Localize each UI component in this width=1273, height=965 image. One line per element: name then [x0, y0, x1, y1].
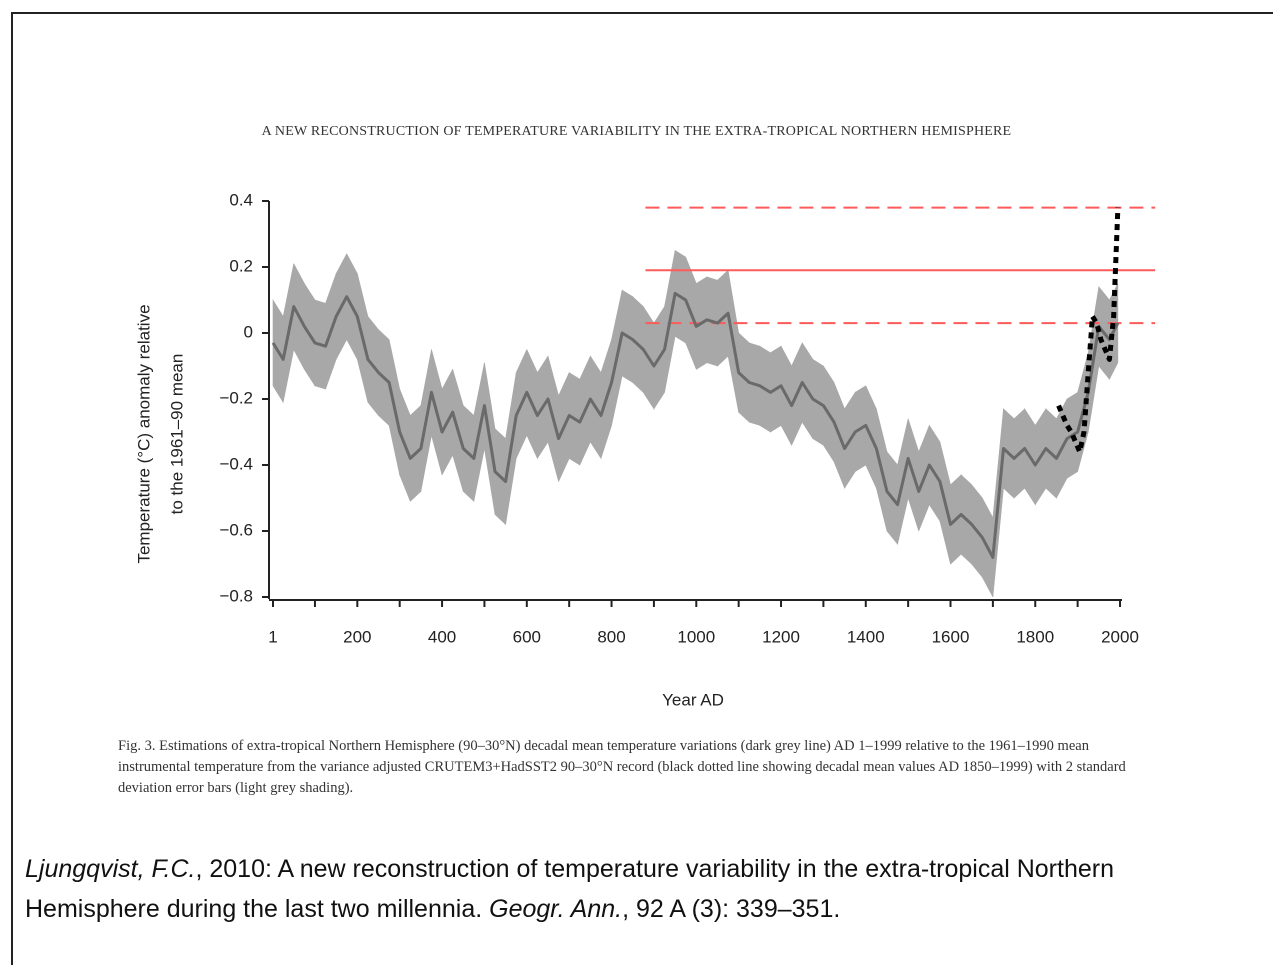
figure-caption: Fig. 3. Estimations of extra-tropical No…: [118, 738, 1126, 796]
citation-author: Ljungqvist, F.C.: [25, 855, 196, 883]
citation-details: , 92 A (3): 339–351.: [622, 895, 841, 923]
x-tick-label: 800: [597, 627, 625, 646]
x-tick-label: 1800: [1016, 627, 1054, 646]
running-head: A NEW RECONSTRUCTION OF TEMPERATURE VARI…: [261, 124, 1012, 139]
y-tick-label: 0.4: [229, 190, 253, 209]
y-tick-label: 0: [244, 322, 253, 341]
y-axis-label: Temperature (°C) anomaly relative: [134, 304, 153, 563]
x-tick-label: 600: [513, 627, 541, 646]
y-axis-label: to the 1961–90 mean: [167, 354, 186, 515]
x-tick-label: 1400: [847, 627, 885, 646]
citation-text: , 2010: A new reconstruction of temperat…: [25, 855, 1114, 923]
x-axis-label: Year AD: [662, 690, 724, 709]
x-tick-label: 200: [343, 627, 371, 646]
x-tick-label: 400: [428, 627, 456, 646]
slide-frame: [11, 12, 1273, 965]
x-tick-label: 2000: [1101, 627, 1139, 646]
x-tick-label: 1200: [762, 627, 800, 646]
y-tick-label: 0.2: [229, 256, 253, 275]
citation-journal: Geogr. Ann.: [489, 895, 623, 923]
y-tick-label: −0.2: [219, 388, 253, 407]
y-tick-label: −0.6: [219, 520, 253, 539]
reconstruction-line: [271, 291, 1120, 559]
x-tick-label: 1600: [932, 627, 970, 646]
x-tick-label: 1: [268, 627, 277, 646]
y-tick-label: −0.8: [219, 586, 253, 605]
x-tick-label: 1000: [677, 627, 715, 646]
instrumental-line: [1056, 207, 1121, 455]
y-tick-label: −0.4: [219, 454, 253, 473]
citation: Ljungqvist, F.C., 2010: A new reconstruc…: [25, 849, 1225, 929]
